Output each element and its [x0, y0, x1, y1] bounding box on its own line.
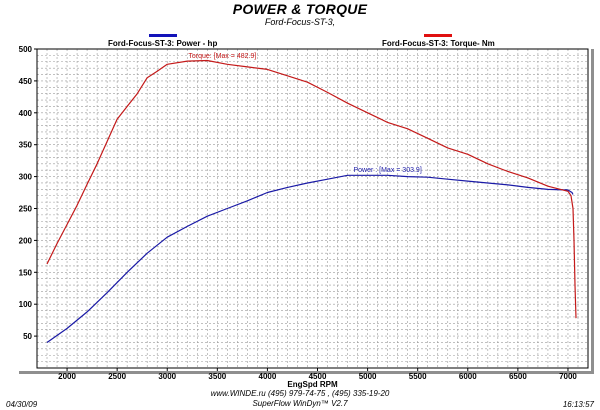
torque-series-line — [46, 59, 577, 319]
y-tick-label: 450 — [19, 77, 33, 86]
x-tick-label: 7000 — [559, 372, 577, 381]
chart-subtitle: Ford-Focus-ST-3, — [264, 17, 336, 27]
y-tick-label: 500 — [19, 45, 33, 54]
power-torque-chart: 2000 2500 3000 3500 4000 4500 5000 5500 6000 6500… — [19, 45, 589, 389]
footer-contact: www.WINDE.ru (495) 979-74-75 , (495) 335… — [210, 389, 390, 398]
y-tick-label: 150 — [19, 268, 33, 277]
footer-time: 16:13:57 — [562, 400, 594, 409]
legend-item-torque: Ford-Focus-ST-3: Torque- Nm — [382, 34, 495, 48]
y-tick-label: 250 — [19, 205, 33, 214]
x-axis-label: EngSpd RPM — [287, 380, 338, 389]
y-tick-label: 350 — [19, 141, 33, 150]
x-tick-label: 5500 — [409, 372, 427, 381]
y-tick-label: 400 — [19, 109, 33, 118]
y-tick-label: 50 — [23, 332, 32, 341]
x-tick-label: 6500 — [509, 372, 527, 381]
x-tick-label: 3500 — [208, 372, 226, 381]
chart-title: POWER & TORQUE — [232, 1, 368, 17]
legend-label-power: Ford-Focus-ST-3: Power - hp — [108, 39, 218, 48]
x-tick-label: 4000 — [259, 372, 277, 381]
y-tick-label: 300 — [19, 173, 33, 182]
power-max-annotation: Power : [Max = 303.9] — [353, 167, 421, 174]
power-series-line — [46, 174, 574, 343]
legend-swatch-power — [148, 34, 177, 37]
x-tick-label: 2000 — [58, 372, 76, 381]
y-tick-label: 200 — [19, 236, 33, 245]
x-tick-label: 2500 — [108, 372, 126, 381]
x-tick-label: 3000 — [158, 372, 176, 381]
plot-area — [37, 49, 588, 368]
footer-software: SuperFlow WinDyn™ V2.7 — [252, 399, 348, 408]
y-tick-label: 100 — [19, 300, 33, 309]
legend-item-power: Ford-Focus-ST-3: Power - hp — [108, 34, 217, 48]
legend-label-torque: Ford-Focus-ST-3: Torque- Nm — [382, 39, 495, 48]
x-tick-label: 4500 — [309, 372, 327, 381]
x-tick-label: 6000 — [459, 372, 477, 381]
footer-date: 04/30/09 — [6, 400, 38, 409]
x-tick-label: 5000 — [359, 372, 377, 381]
legend-swatch-torque — [424, 34, 453, 37]
torque-max-annotation: Torque: [Max = 482.9] — [188, 53, 256, 60]
